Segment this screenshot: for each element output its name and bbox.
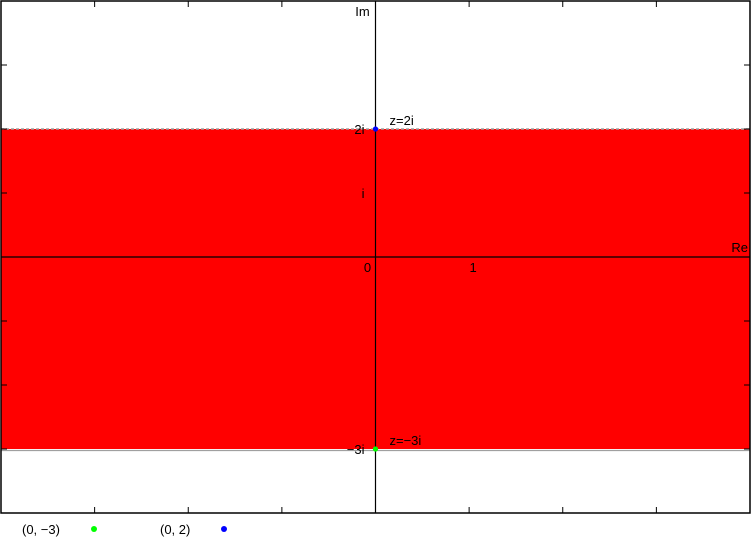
point-label-2i: z=2i	[390, 113, 414, 128]
point-marker-2i	[372, 126, 379, 132]
y-tick-label-i: i	[362, 186, 365, 201]
origin-label: 0	[364, 260, 371, 275]
real-axis-label: Re	[731, 240, 748, 255]
legend-label-green: (0, −3)	[22, 521, 60, 537]
y-tick-label-neg3i: −3i	[347, 442, 365, 457]
legend-label-blue: (0, 2)	[160, 521, 191, 537]
y-tick-label-2i: 2i	[354, 122, 364, 137]
plot-frame	[0, 0, 751, 514]
point-label-neg3i: z=−3i	[390, 433, 422, 448]
legend-dot-blue-icon	[221, 526, 228, 532]
legend-dot-green-icon	[90, 526, 97, 532]
x-tick-label: 1	[470, 260, 477, 275]
imaginary-axis-label: Im	[355, 4, 369, 19]
point-marker-neg3i	[372, 446, 379, 452]
legend-item-green: (0, −3)	[22, 521, 97, 537]
legend-item-blue: (0, 2)	[160, 521, 228, 537]
